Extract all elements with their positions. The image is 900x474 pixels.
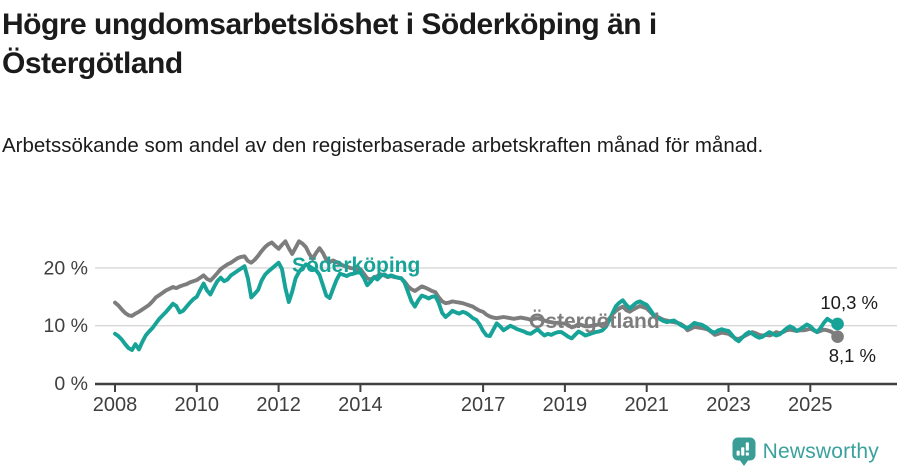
series-end-dot-soderkoping	[831, 317, 844, 331]
x-tick-label: 2014	[338, 394, 383, 416]
x-tick-label: 2019	[543, 394, 588, 416]
series-label-ostergotland: Östergötland	[529, 310, 660, 333]
x-tick-label: 2023	[706, 394, 751, 416]
x-tick-label: 2012	[256, 394, 301, 416]
x-tick-label: 2021	[624, 394, 669, 416]
series-label-soderkoping: Söderköping	[292, 254, 420, 277]
page-subtitle: Arbetssökande som andel av den registerb…	[2, 134, 764, 157]
y-tick-label: 0 %	[54, 373, 88, 395]
series-line-ostergotland	[113, 239, 840, 341]
x-tick-label: 2010	[175, 394, 220, 416]
series-line-soderkoping	[113, 260, 840, 352]
brand-name: Newsworthy	[762, 439, 879, 463]
x-tick-label: 2008	[93, 394, 138, 416]
series-end-dot-ostergotland	[831, 330, 844, 343]
brand-footer: Newsworthy	[732, 437, 879, 466]
y-tick-label: 20 %	[44, 257, 88, 279]
newsworthy-logo-icon	[732, 437, 756, 466]
x-tick-label: 2017	[461, 394, 506, 416]
x-tick-label: 2025	[788, 394, 833, 416]
end-value-label-soderkoping: 10,3 %	[820, 292, 878, 313]
y-tick-label: 10 %	[44, 315, 88, 337]
end-value-label-ostergotland: 8,1 %	[829, 345, 876, 366]
page-title: Högre ungdomsarbetslöshet i Söderköping …	[2, 8, 657, 80]
